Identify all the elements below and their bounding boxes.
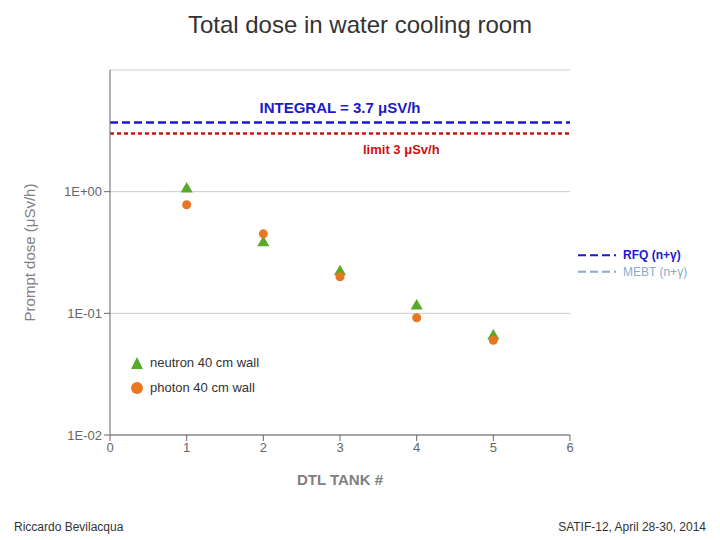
svg-text:1E-01: 1E-01 [67,306,102,321]
svg-text:1: 1 [183,440,190,455]
svg-text:1E-02: 1E-02 [67,428,102,443]
svg-text:5: 5 [490,440,497,455]
svg-text:6: 6 [566,440,573,455]
svg-text:limit 3 μSv/h: limit 3 μSv/h [363,142,440,157]
html-text:SATIF-12, April 28-30, 2014: SATIF-12, April 28-30, 2014 [558,520,706,534]
svg-text:4: 4 [413,440,420,455]
svg-text:INTEGRAL = 3.7 μSV/h: INTEGRAL = 3.7 μSV/h [259,99,420,116]
svg-text:3: 3 [336,440,343,455]
svg-text:2: 2 [260,440,267,455]
svg-text:1E+00: 1E+00 [64,184,102,199]
svg-text:0: 0 [106,440,113,455]
svg-text:Prompt dose (μSv/h): Prompt dose (μSv/h) [21,184,38,322]
html-text:Riccardo Bevilacqua: Riccardo Bevilacqua [14,520,124,534]
svg-text:MEBT (n+γ): MEBT (n+γ) [623,265,687,279]
svg-text:RFQ (n+γ): RFQ (n+γ) [623,248,681,262]
html-text:Total dose in water cooling ro: Total dose in water cooling room [187,11,533,38]
html-text:photon 40 cm wall: photon 40 cm wall [150,380,255,395]
html-text:neutron 40 cm wall: neutron 40 cm wall [150,355,260,370]
svg-text:DTL TANK #: DTL TANK # [297,471,384,488]
